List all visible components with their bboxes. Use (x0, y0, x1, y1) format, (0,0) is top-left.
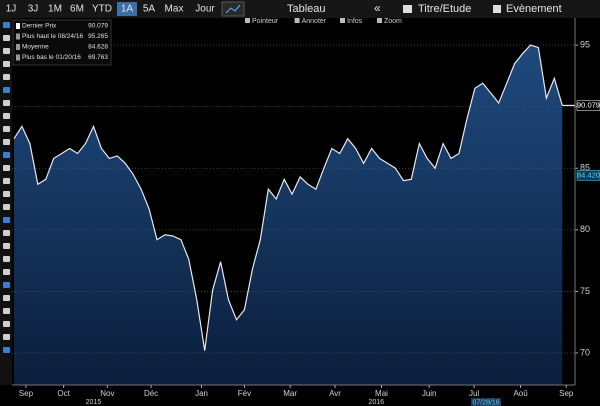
tool-icon (245, 18, 250, 23)
side-icon[interactable] (3, 48, 10, 54)
side-icon[interactable] (3, 269, 10, 275)
range-button[interactable]: 3J (28, 4, 39, 15)
side-icon[interactable] (3, 35, 10, 41)
side-icon[interactable] (3, 230, 10, 236)
tool-icon (294, 18, 300, 23)
x-tick-label: Aoû (513, 389, 527, 398)
range-button[interactable]: YTD (92, 4, 112, 15)
active-button-bg (117, 2, 137, 16)
year-label: 2016 (369, 399, 385, 406)
legend-swatch (16, 44, 20, 50)
legend-value: 95.265 (88, 33, 108, 40)
range-button[interactable]: 1A (121, 4, 134, 15)
x-tick-label: Nov (100, 389, 114, 398)
tool-button[interactable]: Annoter (302, 18, 327, 25)
side-icon[interactable] (3, 152, 10, 158)
legend-swatch (16, 23, 20, 29)
legend-name: Plus bas le 01/20/16 (22, 54, 81, 61)
toolbar (0, 0, 600, 18)
side-icon[interactable] (3, 347, 10, 353)
range-button[interactable]: Max (165, 4, 184, 15)
side-toolbar (0, 18, 12, 385)
y-tick-label: 95 (580, 39, 590, 49)
side-icon[interactable] (3, 22, 10, 28)
side-icon[interactable] (3, 204, 10, 210)
legend-value: 84.628 (88, 44, 108, 51)
collapse-button[interactable]: « (374, 1, 381, 15)
legend-swatch (16, 33, 20, 40)
x-tick-label: Mar (283, 389, 297, 398)
side-icon[interactable] (3, 217, 10, 223)
side-icon[interactable] (3, 100, 10, 106)
tool-button[interactable]: Zoom (384, 18, 402, 25)
legend-value: 69.763 (88, 54, 108, 61)
side-icon[interactable] (3, 165, 10, 171)
price-tag-bg (576, 100, 600, 111)
legend-bg (12, 19, 112, 66)
x-tick-label: Sep (559, 389, 574, 398)
side-icon[interactable] (3, 61, 10, 67)
legend-name: Moyenne (22, 44, 49, 51)
study-icon (403, 5, 412, 13)
side-icon[interactable] (3, 126, 10, 132)
side-icons (3, 22, 10, 353)
area-fill (13, 45, 563, 385)
side-icon[interactable] (3, 191, 10, 197)
y-tick-label: 80 (580, 224, 590, 234)
side-icon[interactable] (3, 139, 10, 145)
study-button[interactable]: Titre/Etude (418, 3, 471, 15)
chart-icon-line (225, 4, 241, 14)
range-button[interactable]: 5A (143, 4, 156, 15)
x-tick-label: Juin (422, 389, 437, 398)
x-tick-label: Oct (57, 389, 70, 398)
year-label: 2015 (86, 399, 102, 406)
x-tick-label: Déc (144, 389, 158, 398)
x-tick-label: Fév (238, 389, 251, 398)
range-button[interactable]: 1M (48, 4, 62, 15)
event-icon (493, 5, 501, 13)
price-tag-bg (576, 170, 600, 181)
side-icon[interactable] (3, 334, 10, 340)
date-tag: 07/28/16 (472, 399, 499, 406)
tool-button[interactable]: Pointeur (252, 18, 279, 25)
x-tick-label: Jan (195, 389, 208, 398)
legend-name: Dernier Prix (22, 23, 57, 30)
y-tick-label: 85 (580, 163, 590, 173)
side-icon[interactable] (3, 308, 10, 314)
x-tick-label: Sep (19, 389, 34, 398)
tool-button[interactable]: Infos (347, 18, 363, 25)
side-icon[interactable] (3, 256, 10, 262)
side-icon[interactable] (3, 282, 10, 288)
tool-icon (377, 18, 382, 23)
side-icon[interactable] (3, 321, 10, 327)
range-button[interactable]: 6M (70, 4, 84, 15)
side-icon[interactable] (3, 243, 10, 249)
legend-name: Plus haut le 08/24/16 (22, 33, 83, 40)
price-line (13, 44, 563, 351)
price-tag: 90.079 (577, 101, 600, 110)
tool-icon (340, 18, 345, 23)
y-tick-label: 75 (580, 286, 590, 296)
range-button[interactable]: Jour (195, 4, 215, 15)
legend-swatch (16, 54, 20, 61)
date-tag-bg (471, 398, 502, 406)
side-icon[interactable] (3, 87, 10, 93)
legend-value: 90.079 (88, 23, 108, 30)
price-tag: 84.420 (577, 170, 600, 179)
x-tick-label: Mai (375, 389, 388, 398)
x-tick-label: Jul (469, 389, 479, 398)
y-tick-label: 70 (580, 347, 590, 357)
side-icon[interactable] (3, 74, 10, 80)
x-tick-label: Avr (329, 389, 341, 398)
table-button[interactable]: Tableau (287, 3, 326, 15)
event-button[interactable]: Evènement (506, 3, 562, 15)
side-icon[interactable] (3, 295, 10, 301)
range-button[interactable]: 1J (6, 4, 17, 15)
side-icon[interactable] (3, 113, 10, 119)
side-icon[interactable] (3, 178, 10, 184)
